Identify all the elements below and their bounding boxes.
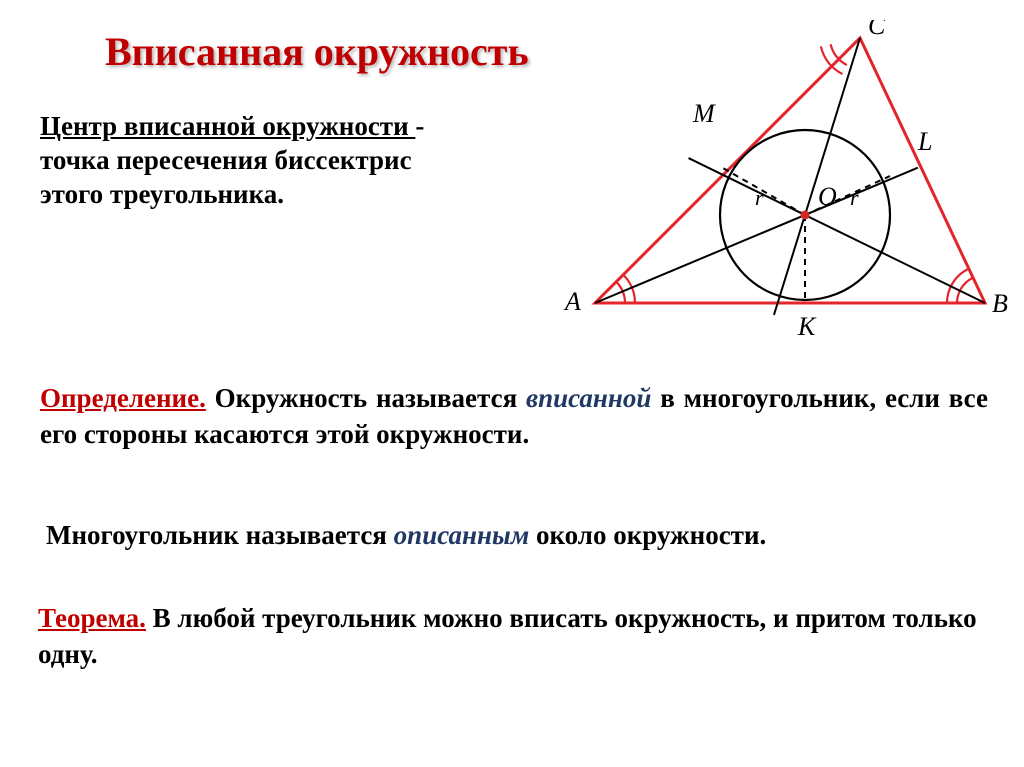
figure-svg: A B C K M L Or r <box>550 20 1010 360</box>
theorem-lead: Теорема. <box>38 603 146 633</box>
definition-italic: вписанной <box>526 383 651 413</box>
definition-lead: Определение. <box>40 383 206 413</box>
svg-text:A: A <box>563 287 581 316</box>
polygon-line: Многоугольник называется описанным около… <box>46 520 986 551</box>
svg-text:r: r <box>850 185 859 210</box>
poly-part1: Многоугольник называется <box>46 520 394 550</box>
definition-part1: Окружность называется <box>206 383 526 413</box>
center-definition: Центр вписанной окружности - точка перес… <box>40 110 470 211</box>
svg-text:C: C <box>868 20 886 40</box>
inscribed-circle-figure: A B C K M L Or r <box>550 20 1010 360</box>
svg-text:r: r <box>755 185 764 210</box>
page-title: Вписанная окружность <box>105 28 529 75</box>
center-def-underlined: Центр вписанной окружности <box>40 111 415 141</box>
svg-text:O: O <box>818 182 837 211</box>
theorem-rest: В любой треугольник можно вписать окружн… <box>38 603 977 669</box>
poly-italic: описанным <box>394 520 530 550</box>
svg-text:M: M <box>692 99 716 128</box>
svg-text:L: L <box>917 127 932 156</box>
definition-block: Определение. Окружность называется вписа… <box>40 380 988 453</box>
svg-text:K: K <box>797 312 817 341</box>
theorem-block: Теорема. В любой треугольник можно вписа… <box>38 600 988 673</box>
svg-text:B: B <box>992 289 1008 318</box>
poly-part2: около окружности. <box>529 520 766 550</box>
